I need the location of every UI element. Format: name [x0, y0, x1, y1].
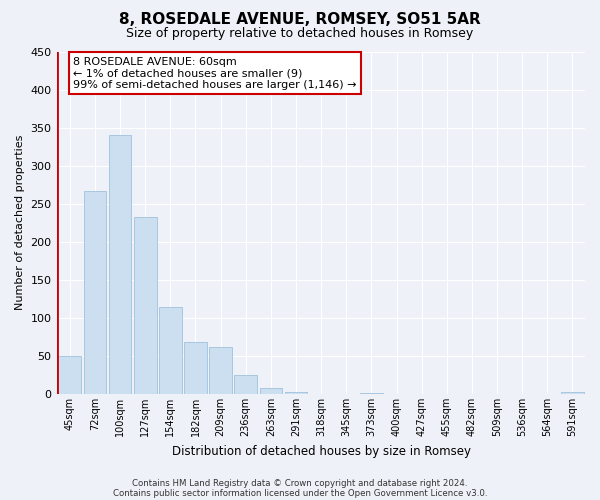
Bar — [184, 342, 207, 394]
Text: 8, ROSEDALE AVENUE, ROMSEY, SO51 5AR: 8, ROSEDALE AVENUE, ROMSEY, SO51 5AR — [119, 12, 481, 28]
Bar — [58, 356, 81, 394]
Text: Size of property relative to detached houses in Romsey: Size of property relative to detached ho… — [127, 28, 473, 40]
Text: 8 ROSEDALE AVENUE: 60sqm
← 1% of detached houses are smaller (9)
99% of semi-det: 8 ROSEDALE AVENUE: 60sqm ← 1% of detache… — [73, 56, 356, 90]
Bar — [235, 375, 257, 394]
Bar — [209, 347, 232, 394]
Bar — [561, 392, 584, 394]
Bar — [284, 392, 307, 394]
Bar — [109, 135, 131, 394]
Text: Contains public sector information licensed under the Open Government Licence v3: Contains public sector information licen… — [113, 488, 487, 498]
Bar — [260, 388, 282, 394]
Y-axis label: Number of detached properties: Number of detached properties — [15, 135, 25, 310]
Text: Contains HM Land Registry data © Crown copyright and database right 2024.: Contains HM Land Registry data © Crown c… — [132, 478, 468, 488]
Bar — [134, 218, 157, 394]
Bar — [83, 191, 106, 394]
X-axis label: Distribution of detached houses by size in Romsey: Distribution of detached houses by size … — [172, 444, 470, 458]
Bar — [159, 307, 182, 394]
